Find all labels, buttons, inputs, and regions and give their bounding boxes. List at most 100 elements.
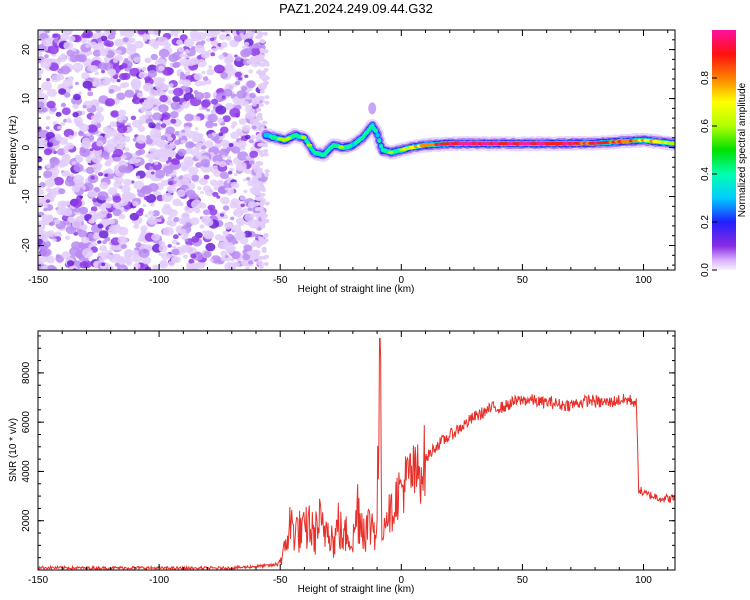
noise-blob — [203, 162, 210, 168]
noise-blob — [256, 173, 262, 178]
noise-blob — [83, 257, 89, 262]
noise-blob — [43, 204, 48, 209]
noise-blob — [262, 77, 268, 82]
noise-blob — [135, 210, 144, 217]
noise-blob — [130, 115, 137, 121]
noise-blob — [248, 201, 257, 209]
noise-blob — [173, 216, 180, 223]
noise-blob — [107, 187, 118, 196]
chart-title: PAZ1.2024.249.09.44.G32 — [279, 1, 433, 16]
noise-blob — [45, 187, 52, 193]
noise-blob — [203, 140, 214, 149]
noise-blob — [169, 150, 177, 157]
noise-blob — [218, 181, 224, 187]
ridge-core — [306, 143, 313, 147]
noise-blob — [101, 262, 106, 267]
noise-blob — [114, 38, 124, 47]
noise-blob — [92, 34, 98, 39]
noise-blob — [197, 262, 206, 269]
snr-ylabel: SNR (10 * v/v) — [8, 418, 19, 482]
noise-blob — [118, 213, 126, 220]
noise-blob — [97, 223, 104, 229]
noise-blob — [258, 62, 264, 67]
noise-blob — [112, 58, 119, 64]
noise-blob — [127, 159, 133, 165]
ridge-cell — [370, 124, 375, 129]
snr-xlabel: Height of straight line (km) — [298, 584, 415, 595]
noise-blob — [106, 213, 113, 219]
noise-blob — [259, 152, 265, 157]
snr-frame — [37, 330, 676, 571]
noise-blob — [211, 47, 217, 52]
noise-blob — [142, 82, 154, 92]
noise-blob — [183, 38, 195, 48]
noise-blob — [38, 101, 45, 109]
noise-blob — [206, 108, 211, 112]
noise-blob — [108, 227, 117, 235]
noise-blob — [140, 225, 148, 232]
noise-blob — [43, 207, 48, 212]
noise-blob — [255, 222, 261, 227]
noise-blob — [126, 260, 133, 266]
noise-blob — [89, 148, 94, 152]
noise-blob — [101, 218, 111, 226]
noise-blob — [117, 264, 128, 270]
noise-blob — [190, 253, 197, 259]
noise-blob — [217, 117, 224, 124]
noise-blob — [214, 160, 220, 165]
ridge-cell — [368, 102, 377, 115]
noise-blob — [184, 71, 191, 76]
noise-blob — [248, 260, 254, 265]
noise-blob — [184, 238, 189, 243]
noise-region — [38, 30, 270, 270]
noise-blob — [201, 145, 207, 150]
noise-blob — [119, 82, 127, 89]
noise-blob — [71, 161, 77, 165]
noise-blob — [249, 92, 256, 99]
noise-blob — [168, 89, 174, 95]
noise-blob — [73, 93, 81, 101]
noise-blob — [79, 195, 83, 199]
noise-blob — [47, 264, 56, 270]
noise-blob — [199, 224, 205, 229]
noise-blob — [239, 211, 244, 215]
noise-blob — [99, 245, 108, 252]
x-tick-label: -50 — [273, 275, 288, 286]
noise-blob — [184, 113, 194, 122]
noise-blob — [185, 148, 193, 154]
noise-blob — [66, 260, 75, 267]
noise-blob — [180, 161, 191, 170]
noise-blob — [244, 74, 249, 79]
noise-blob — [159, 141, 169, 150]
noise-blob — [162, 66, 174, 76]
noise-blob — [261, 248, 267, 253]
snr-panel: -150 -100 -50 0 50 100 2000 4000 6000 8000 Height… — [8, 330, 676, 595]
noise-blob — [225, 35, 232, 41]
noise-blob — [95, 30, 101, 33]
y-tick-label: 10 — [21, 93, 32, 105]
noise-blob — [131, 82, 141, 91]
noise-blob — [261, 70, 267, 75]
noise-blob — [43, 148, 53, 156]
noise-blob — [173, 176, 180, 182]
noise-blob — [248, 139, 254, 144]
noise-blob — [149, 89, 158, 97]
noise-blob — [116, 49, 122, 55]
noise-blob — [63, 145, 70, 151]
noise-blob — [176, 189, 186, 197]
noise-blob — [94, 170, 99, 175]
noise-blob — [263, 152, 269, 157]
noise-blob — [167, 180, 174, 186]
noise-blob — [165, 126, 175, 135]
noise-blob — [47, 45, 59, 55]
noise-blob — [222, 115, 231, 123]
noise-blob — [71, 47, 77, 52]
noise-blob — [107, 128, 118, 137]
noise-blob — [61, 251, 71, 259]
noise-blob — [144, 34, 151, 40]
noise-blob — [107, 68, 117, 77]
noise-blob — [81, 72, 90, 80]
noise-blob — [197, 186, 202, 191]
noise-blob — [104, 202, 112, 209]
noise-blob — [55, 135, 63, 142]
